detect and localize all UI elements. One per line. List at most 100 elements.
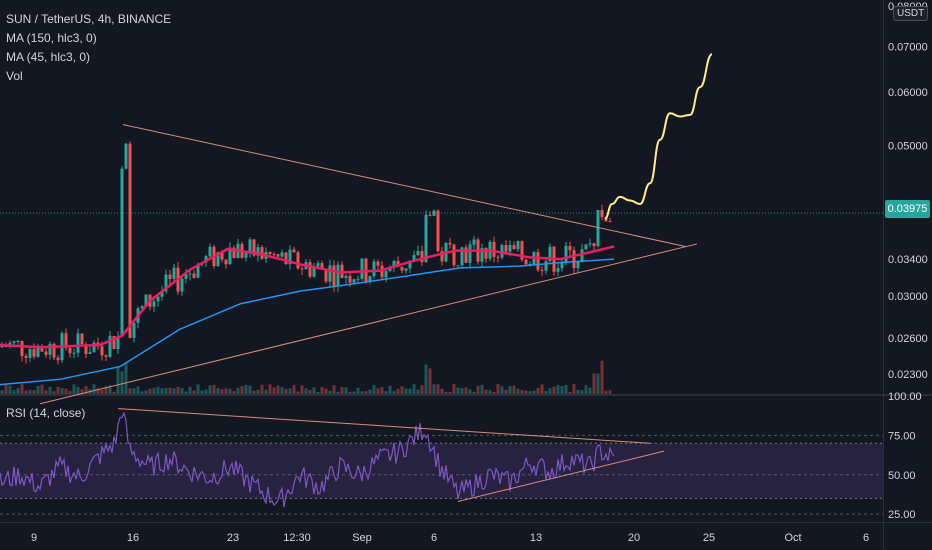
volume-bar — [56, 386, 60, 394]
candle-body — [576, 261, 580, 269]
volume-bar — [456, 387, 460, 394]
time-tick-label: 12:30 — [283, 532, 311, 544]
candle-body — [460, 247, 464, 266]
time-tick-label: 23 — [227, 532, 239, 544]
candle-body — [412, 254, 416, 261]
support-trendline — [39, 243, 698, 405]
candle-body — [420, 251, 424, 262]
volume-bar — [136, 386, 140, 394]
candle-body — [296, 252, 300, 269]
volume-bar — [484, 389, 488, 394]
volume-bar — [328, 390, 332, 394]
candle-body — [180, 278, 184, 292]
candle-body — [484, 248, 488, 259]
rsi-legend[interactable]: RSI (14, close) — [6, 406, 86, 420]
candle-body — [168, 274, 172, 279]
candle-body — [184, 274, 188, 279]
candle-body — [156, 296, 160, 302]
candle-body — [404, 268, 408, 271]
volume-bar — [356, 387, 360, 394]
volume-bar — [308, 390, 312, 394]
volume-bar — [464, 387, 468, 394]
volume-bar — [248, 385, 252, 394]
volume-bar — [52, 391, 56, 394]
candle-body — [564, 246, 568, 263]
candle-body — [16, 340, 20, 342]
candle-body — [24, 355, 28, 358]
volume-bar — [312, 387, 316, 394]
volume-bar — [260, 384, 264, 394]
candle-body — [80, 333, 84, 345]
volume-bar — [148, 388, 152, 394]
volume-bar — [40, 384, 44, 394]
volume-bar — [380, 387, 384, 394]
symbol-legend[interactable]: SUN / TetherUS, 4h, BINANCE — [6, 12, 172, 26]
candle-body — [344, 275, 348, 278]
currency-tag[interactable]: USDT — [893, 6, 929, 21]
volume-bar — [300, 385, 304, 394]
volume-bar — [320, 387, 324, 394]
volume-bar — [392, 391, 396, 394]
candle-body — [224, 259, 228, 265]
candle-body — [468, 244, 472, 263]
candle-body — [196, 264, 200, 278]
volume-bar — [316, 391, 320, 394]
ma45-line — [0, 245, 615, 349]
candle-body — [380, 265, 384, 278]
volume-bar — [532, 390, 536, 394]
volume-bar — [448, 391, 452, 394]
candle-body — [216, 252, 220, 267]
volume-bar — [176, 386, 180, 394]
volume-bar — [256, 389, 260, 394]
volume-bar — [204, 389, 208, 394]
candle-body — [388, 267, 392, 271]
ma150-legend[interactable]: MA (150, hlc3, 0) — [6, 31, 97, 45]
volume-bar — [480, 384, 484, 394]
candle-body — [300, 268, 304, 270]
candle-body — [124, 143, 128, 169]
volume-bar — [96, 388, 100, 394]
volume-bar — [252, 390, 256, 394]
volume-bar — [332, 385, 336, 394]
rsi-support-trendline — [457, 450, 665, 503]
candle-body — [112, 336, 116, 350]
vol-legend[interactable]: Vol — [6, 69, 23, 83]
time-tick-label: 6 — [431, 532, 437, 544]
volume-bar — [0, 390, 4, 394]
candle-body — [360, 258, 364, 279]
candle-body — [36, 345, 40, 357]
candle-body — [288, 249, 292, 265]
candle-body — [116, 336, 120, 350]
volume-bar — [64, 388, 68, 394]
candle-body — [92, 342, 96, 353]
volume-bar — [516, 388, 520, 394]
volume-bar — [560, 385, 564, 394]
price-tick-label: 0.02300 — [888, 369, 928, 381]
volume-bar — [304, 388, 308, 394]
candle-body — [392, 260, 396, 268]
volume-bar — [120, 371, 124, 394]
candle-body — [152, 301, 156, 307]
candle-body — [12, 341, 16, 343]
volume-bar — [264, 389, 268, 394]
volume-bar — [552, 386, 556, 394]
ma45-legend[interactable]: MA (45, hlc3, 0) — [6, 50, 91, 64]
volume-bar — [16, 388, 20, 394]
volume-bar — [468, 389, 472, 394]
volume-bar — [44, 390, 48, 394]
volume-bar — [4, 384, 8, 394]
volume-bar — [244, 384, 248, 394]
candle-body — [324, 269, 328, 282]
volume-bar — [568, 391, 572, 394]
candle-body — [508, 244, 512, 252]
time-tick-label: 9 — [31, 532, 37, 544]
volume-bar — [220, 389, 224, 394]
volume-bar — [388, 385, 392, 394]
candle-body — [396, 260, 400, 267]
candle-body — [256, 247, 260, 256]
candle-body — [568, 246, 572, 251]
volume-bar — [444, 391, 448, 394]
candle-body — [76, 333, 80, 353]
volume-bar — [196, 384, 200, 394]
